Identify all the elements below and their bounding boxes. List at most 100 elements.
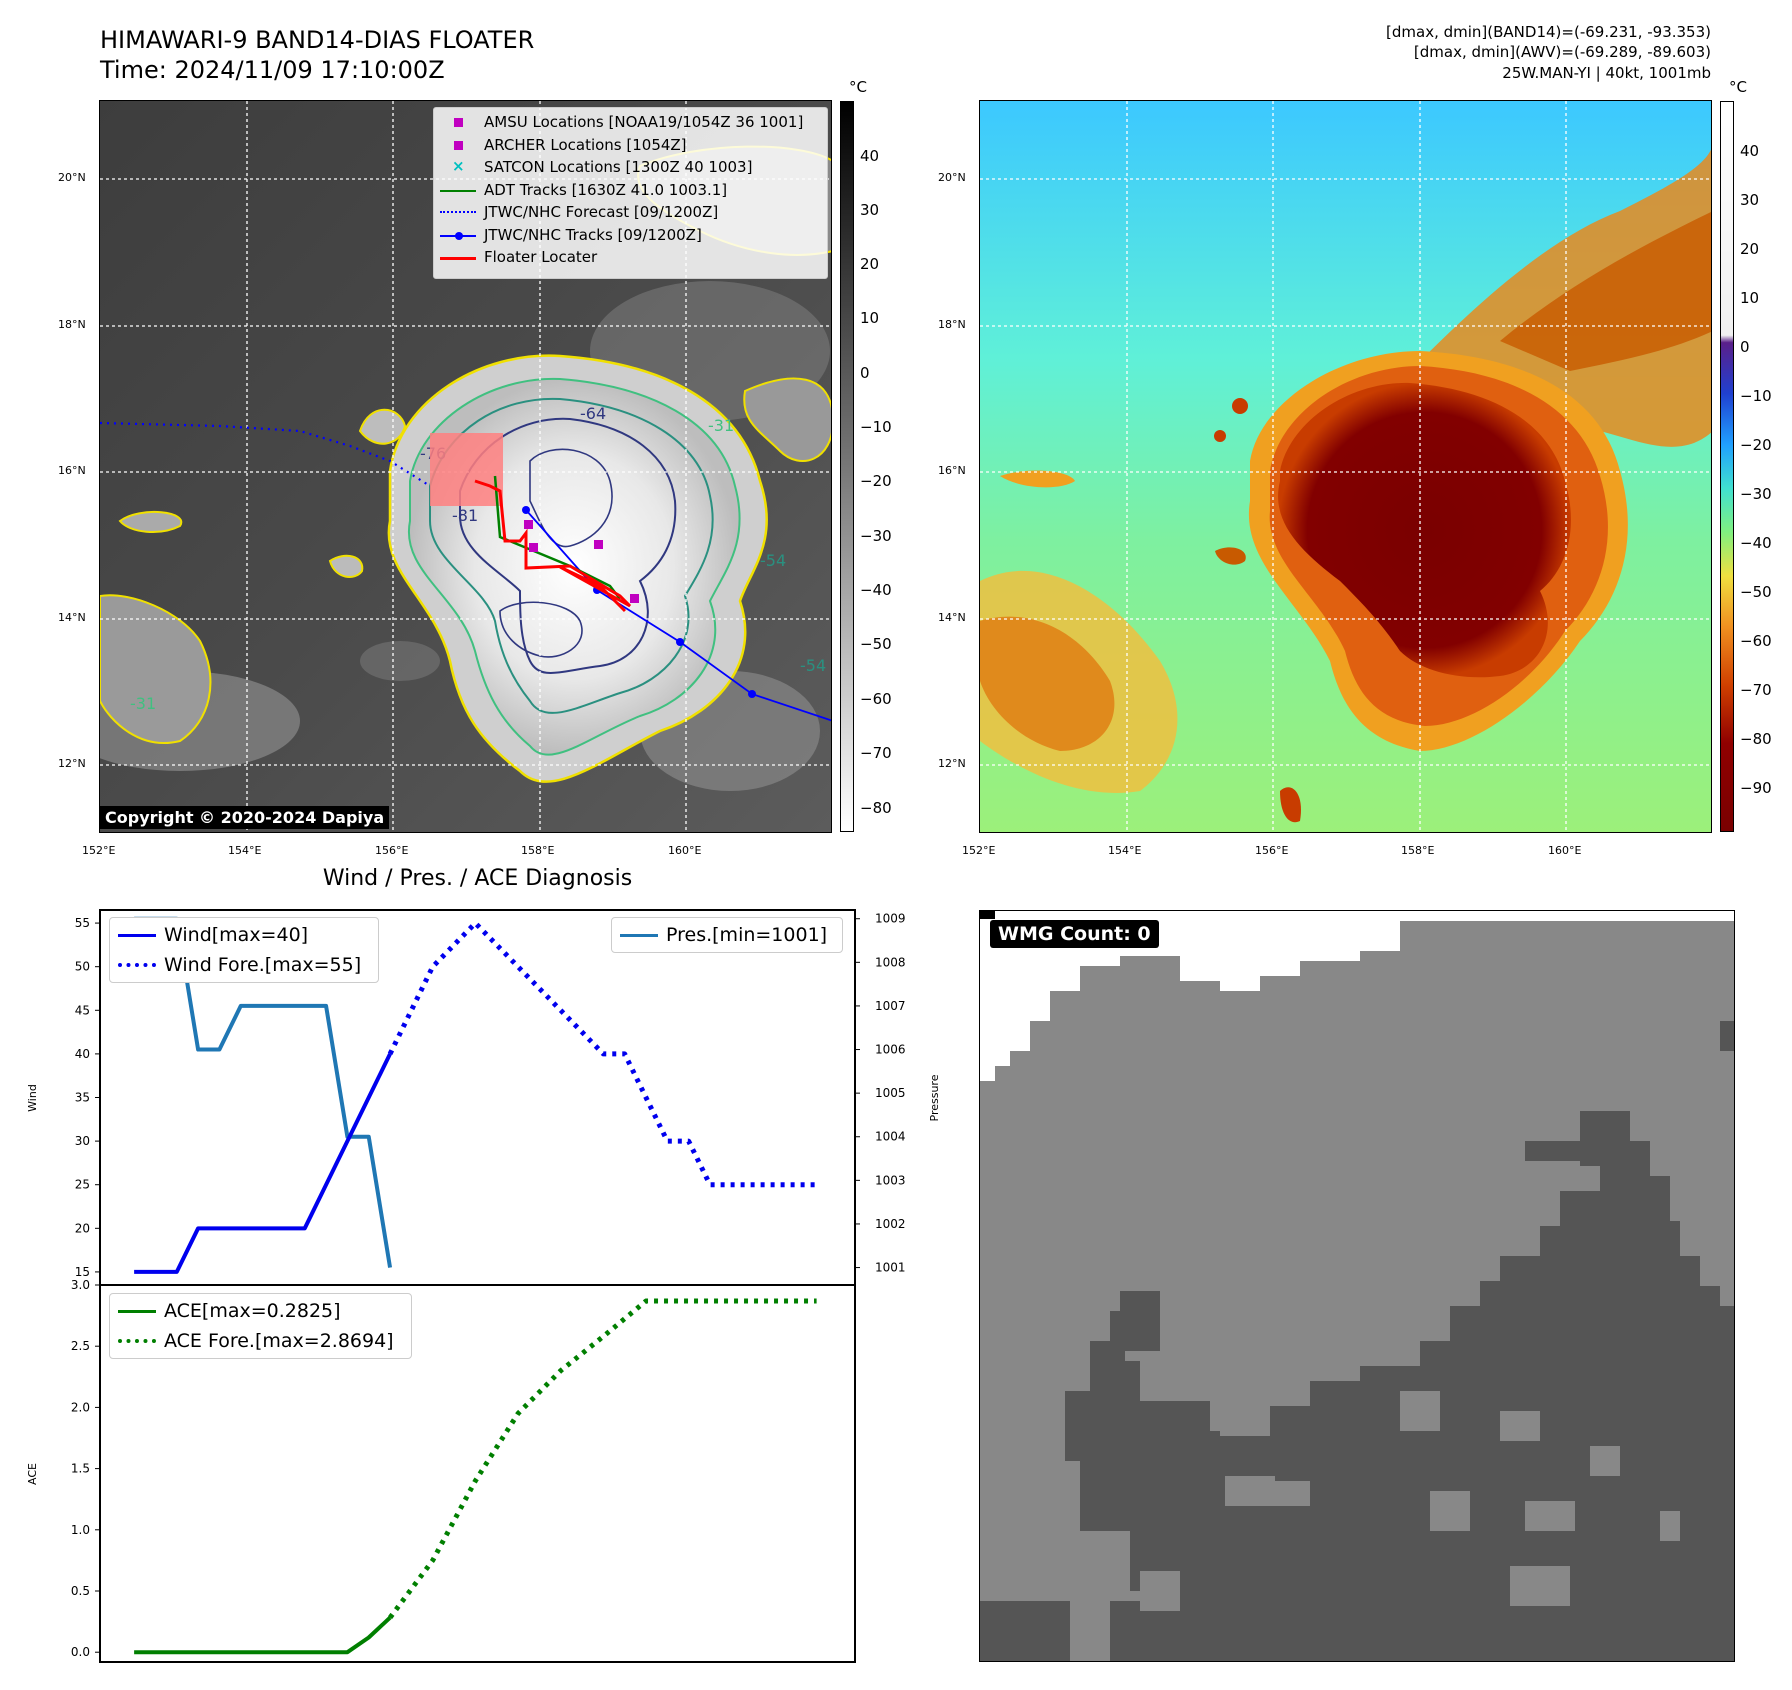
pressure-tick-label: 1004 (875, 1130, 906, 1144)
lon-label: 158°E (521, 844, 555, 857)
awv-map (979, 100, 1712, 833)
pressure-axis-label: Pressure (928, 1074, 941, 1121)
lat-label: 18°N (58, 318, 86, 331)
colorbar-tick: 10 (860, 309, 880, 327)
wmg-svg (980, 911, 1734, 1661)
colorbar-tick: −20 (860, 472, 892, 490)
lon-label: 156°E (375, 844, 409, 857)
diagnosis-chart: 15 20 25 30 35 40 45 50 55 1001 1002 1003 1004 1005 10… (26, 909, 941, 1663)
wind-axis-label: Wind (26, 1084, 39, 1112)
colorbar-tick: −30 (860, 527, 892, 545)
legend-jtwc-tracks: JTWC/NHC Tracks [09/1200Z] (438, 224, 823, 247)
lon-label: 158°E (1401, 844, 1435, 857)
ace-tick-label: 1.5 (71, 1462, 90, 1476)
ace-tick-label: 1.0 (71, 1523, 90, 1537)
ace-forecast-line (388, 1298, 817, 1620)
colorbar-tick: −90 (1740, 779, 1772, 797)
pressure-tick-label: 1007 (875, 999, 906, 1013)
legend-floater: Floater Locater (438, 246, 823, 269)
pressure-tick-label: 1008 (875, 955, 906, 969)
colorbar-tick: −40 (860, 581, 892, 599)
legend-ace-forecast: ACE Fore.[max=2.8694] (116, 1326, 405, 1356)
ace-tick-label: 2.0 (71, 1400, 90, 1414)
colorbar-tick: −10 (860, 418, 892, 436)
lat-label: 14°N (58, 611, 86, 624)
amsu-archer-markers (524, 520, 639, 603)
lon-label: 160°E (668, 844, 702, 857)
lat-label: 18°N (938, 318, 966, 331)
awv-storm-core (1278, 382, 1571, 678)
lat-label: 20°N (938, 171, 966, 184)
colorbar-tick: 20 (1740, 240, 1760, 258)
wmg-dark-patches (980, 1021, 1734, 1661)
colorbar-tick: 20 (860, 255, 880, 273)
pressure-tick-label: 1003 (875, 1173, 906, 1187)
contour-label: -54 (760, 551, 786, 570)
legend-ace: ACE[max=0.2825] (116, 1296, 405, 1326)
contour-label: -54 (800, 656, 826, 675)
colorbar-tick: 40 (1740, 142, 1760, 160)
contour-label: -31 (708, 416, 734, 435)
ace-tick-label: 2.5 (71, 1339, 90, 1353)
legend-archer: ARCHER Locations [1054Z] (438, 134, 823, 157)
pressure-tick-label: 1009 (875, 912, 906, 926)
ace-tick-label: 3.0 (71, 1278, 90, 1292)
colorbar-tick: 40 (860, 147, 880, 165)
pressure-tick-label: 1006 (875, 1043, 906, 1057)
colorbar-tick: −80 (860, 799, 892, 817)
colorbar-tick: 30 (1740, 191, 1760, 209)
awv-gridlines (980, 101, 1711, 832)
colorbar-left-unit: °C (849, 78, 867, 96)
contour-mid (429, 397, 714, 714)
colorbar-tick: −70 (1740, 681, 1772, 699)
lon-label: 152°E (82, 844, 116, 857)
legend-satcon: × SATCON Locations [1300Z 40 1003] (452, 157, 753, 177)
jtwc-forecast-track (100, 421, 431, 487)
colorbar-tick: −50 (1740, 583, 1772, 601)
page-title: HIMAWARI-9 BAND14-DIAS FLOATER (100, 26, 535, 54)
colorbar-tick: −60 (1740, 632, 1772, 650)
lat-label: 16°N (58, 464, 86, 477)
colorbar-tick: −80 (1740, 730, 1772, 748)
lat-label: 12°N (938, 757, 966, 770)
diagnosis-title: Wind / Pres. / ACE Diagnosis (322, 866, 633, 891)
lat-label: 16°N (938, 464, 966, 477)
lon-label: 154°E (228, 844, 262, 857)
legend-jtwc-forecast: JTWC/NHC Forecast [09/1200Z] (438, 201, 823, 224)
ace-frame (99, 1284, 856, 1663)
ace-legend: ACE[max=0.2825] ACE Fore.[max=2.8694] (109, 1293, 412, 1359)
pressure-legend: Pres.[min=1001] (611, 917, 843, 953)
colorbar-tick: −40 (1740, 534, 1772, 552)
pressure-tick-label: 1002 (875, 1217, 906, 1231)
colorbar-right (1720, 101, 1734, 832)
colorbar-tick: −50 (860, 635, 892, 653)
awv-map-svg (980, 101, 1711, 832)
contour-label: -31 (130, 694, 156, 713)
legend-wind-forecast: Wind Fore.[max=55] (116, 950, 372, 980)
map-legend: AMSU Locations [NOAA19/1054Z 36 1001] AR… (433, 107, 828, 279)
wind-tick-label: 50 (75, 960, 90, 974)
wind-legend: Wind[max=40] Wind Fore.[max=55] (109, 917, 379, 983)
colorbar-left (840, 101, 854, 832)
lon-label: 154°E (1108, 844, 1142, 857)
wmg-panel (979, 910, 1735, 1662)
ace-tick-label: 0.5 (71, 1584, 90, 1598)
colorbar-tick: −30 (1740, 485, 1772, 503)
colorbar-tick: −20 (1740, 436, 1772, 454)
wind-line (134, 1053, 392, 1274)
contour-label: -81 (452, 506, 478, 525)
colorbar-tick: −60 (860, 690, 892, 708)
legend-amsu: AMSU Locations [NOAA19/1054Z 36 1001] (438, 111, 823, 134)
contour-inner (459, 417, 677, 674)
lat-label: 14°N (938, 611, 966, 624)
lat-label: 12°N (58, 757, 86, 770)
wmg-count-badge: WMG Count: 0 (990, 920, 1159, 948)
ace-line (134, 1616, 392, 1655)
legend-pressure: Pres.[min=1001] (618, 920, 836, 950)
wmg-light-patches (1140, 1391, 1680, 1611)
wind-forecast-line (387, 920, 817, 1188)
colorbar-tick: 0 (1740, 338, 1750, 356)
info-dmax-band14: [dmax, dmin](BAND14)=(-69.231, -93.353) (1386, 23, 1711, 41)
colorbar-tick: 10 (1740, 289, 1760, 307)
legend-adt: ADT Tracks [1630Z 41.0 1003.1] (438, 179, 823, 202)
